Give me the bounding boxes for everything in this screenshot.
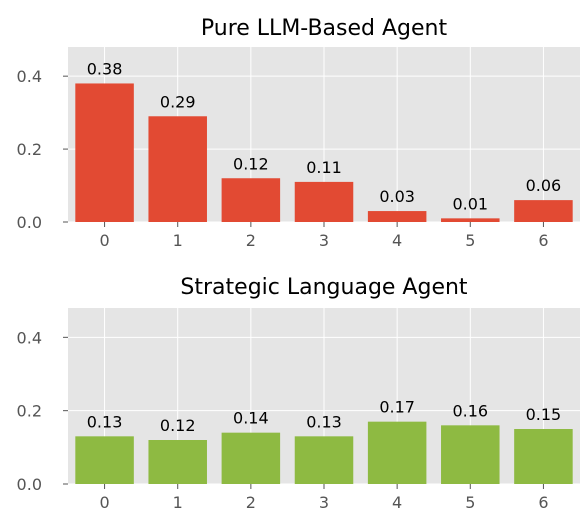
x-tick-label: 6: [538, 231, 548, 250]
x-tick-label: 4: [392, 231, 402, 250]
x-tick-label: 5: [465, 493, 475, 512]
x-tick-label: 5: [465, 231, 475, 250]
data-label-4: 0.03: [379, 187, 415, 206]
y-tick-label: 0.2: [17, 402, 42, 421]
x-tick-label: 2: [246, 493, 256, 512]
bar-4: [367, 421, 427, 484]
chart-pure-llm-based-agent: 0.38 0.29 0.12 0.11 0.03 0.01 0.06 0.0 0.2 0.4 0…: [17, 16, 580, 250]
x-tick-label: 2: [246, 231, 256, 250]
x-axis-ticks: 0 1 2 3 4 5 6: [99, 222, 549, 250]
bar-0: [75, 436, 134, 484]
data-label-2: 0.14: [233, 409, 269, 428]
bar-6: [514, 200, 573, 222]
y-tick-label: 0.0: [17, 213, 42, 232]
bar-1: [148, 440, 207, 484]
data-label-1: 0.29: [160, 92, 196, 111]
data-label-6: 0.15: [526, 405, 562, 424]
bar-5: [441, 425, 500, 484]
chart-title: Strategic Language Agent: [180, 275, 468, 300]
bar-2: [221, 432, 281, 484]
data-labels: 0.38 0.29 0.12 0.11 0.03 0.01 0.06: [87, 59, 561, 213]
data-label-6: 0.06: [526, 176, 562, 195]
data-labels: 0.13 0.12 0.14 0.13 0.17 0.16 0.15: [87, 398, 561, 435]
bar-4: [367, 211, 427, 222]
bar-3: [294, 181, 354, 222]
x-tick-label: 0: [99, 493, 109, 512]
x-tick-label: 4: [392, 493, 402, 512]
data-label-5: 0.01: [452, 194, 488, 213]
bar-0: [75, 83, 134, 222]
x-tick-label: 0: [99, 231, 109, 250]
y-axis-ticks: 0.0 0.2 0.4: [17, 328, 68, 494]
x-tick-label: 3: [319, 493, 329, 512]
y-axis-ticks: 0.0 0.2 0.4: [17, 67, 68, 232]
y-tick-label: 0.0: [17, 475, 42, 494]
y-tick-label: 0.4: [17, 328, 42, 347]
bar-2: [221, 178, 281, 222]
bar-5: [441, 218, 500, 222]
bar-series: [75, 421, 573, 484]
x-axis-ticks: 0 1 2 3 4 5 6: [99, 484, 549, 512]
bar-1: [148, 116, 207, 222]
chart-title: Pure LLM-Based Agent: [201, 16, 448, 41]
bar-3: [294, 436, 354, 484]
data-label-3: 0.13: [306, 412, 342, 431]
bar-6: [514, 429, 573, 484]
data-label-0: 0.13: [87, 412, 123, 431]
chart-strategic-language-agent: 0.13 0.12 0.14 0.13 0.17 0.16 0.15 0.0 0.2 0.4 0…: [17, 275, 580, 512]
data-label-3: 0.11: [306, 158, 342, 177]
x-tick-label: 3: [319, 231, 329, 250]
data-label-1: 0.12: [160, 416, 196, 435]
data-label-0: 0.38: [87, 59, 123, 78]
y-tick-label: 0.2: [17, 140, 42, 159]
data-label-5: 0.16: [452, 401, 488, 420]
x-tick-label: 1: [173, 231, 183, 250]
y-tick-label: 0.4: [17, 67, 42, 86]
data-label-2: 0.12: [233, 154, 269, 173]
bar-series: [75, 83, 573, 222]
data-label-4: 0.17: [379, 398, 415, 417]
x-tick-label: 1: [173, 493, 183, 512]
x-tick-label: 6: [538, 493, 548, 512]
